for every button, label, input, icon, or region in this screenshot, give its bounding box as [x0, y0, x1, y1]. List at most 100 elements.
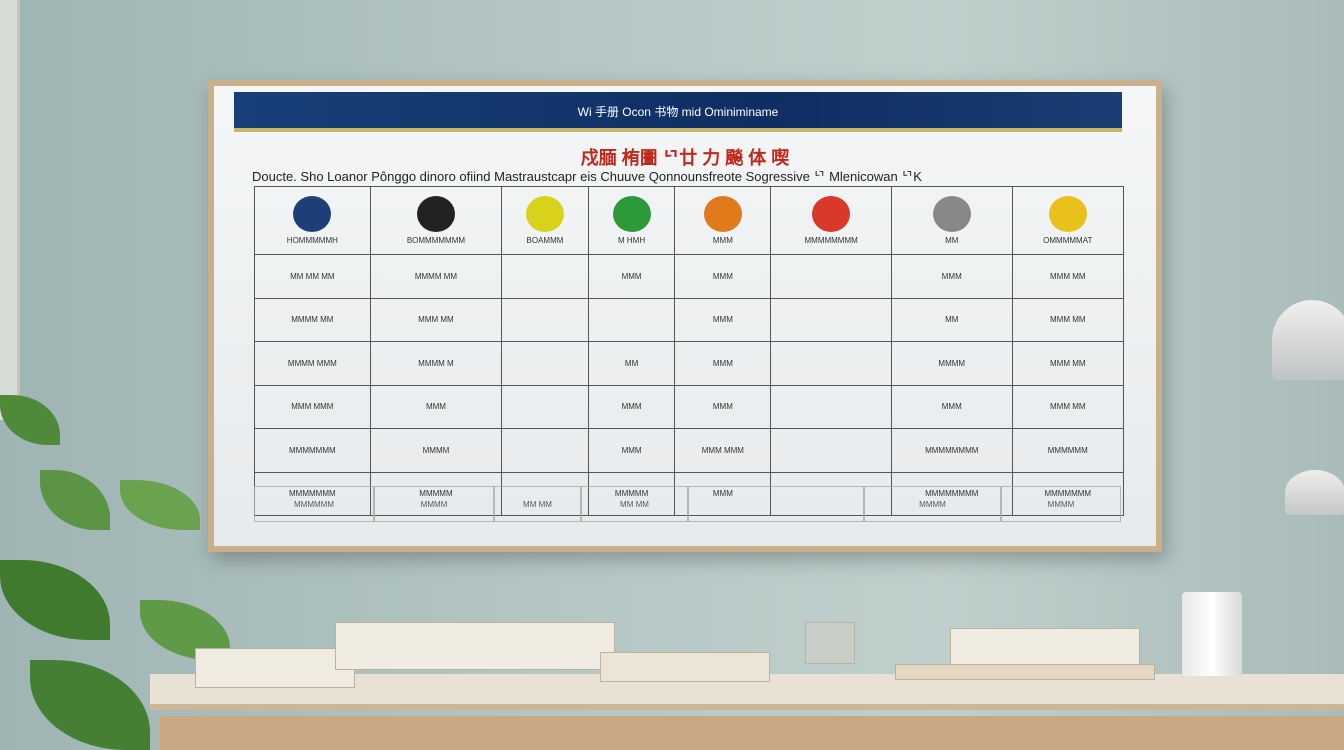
column-label: M HMH	[618, 236, 646, 245]
table-cell: MMM MM	[1011, 341, 1125, 386]
column-header: OMMMMMAT	[1011, 186, 1125, 255]
table-cell: MMM	[890, 384, 1013, 429]
table-cell	[770, 341, 892, 386]
table-row: MMMMMMM MMMMM MMMMM MMM MMMMMMMM MMMMMMM	[254, 471, 1125, 516]
comparison-table: HOMMMMMH BOMMMMMMM BOAMMM M HMH MMM MMMMMMMM M…	[254, 186, 1125, 516]
table-cell: MMMMMMM	[1011, 471, 1125, 516]
plant-leaf	[40, 470, 110, 530]
desk-front	[160, 716, 1344, 750]
footer-cell: MMMM	[1001, 486, 1121, 522]
board-subtitle: Doucte. Sho Loanor Pônggo dinoro ofiind …	[252, 169, 922, 184]
table-row: MMMMMMM MMMM MMM MMM MMM MMMMMMMM MMMMMM	[254, 428, 1125, 473]
table-cell: MMM MMM	[674, 428, 772, 473]
table-cell: MMMMM	[587, 471, 676, 516]
table-cell: MM	[890, 297, 1013, 342]
table-cell	[501, 341, 589, 386]
desk-lamp	[1285, 470, 1344, 515]
table-cell: MMM	[674, 471, 772, 516]
column-label: OMMMMMAT	[1043, 236, 1093, 245]
brand-logo-icon	[703, 196, 742, 232]
table-cell: MMM MM	[369, 297, 503, 342]
table-cell: MMMMMMMM	[890, 471, 1013, 516]
column-header: MM	[890, 186, 1013, 255]
brand-logo-icon	[932, 196, 971, 232]
notebook	[895, 664, 1155, 680]
brand-logo-icon	[812, 196, 851, 232]
plant-leaf	[0, 560, 110, 640]
table-row: MMMM MMM MMMM M MM MMM MMMM MMM MM	[254, 341, 1125, 386]
book-stack	[195, 648, 355, 688]
table-cell: MMM MM	[1011, 384, 1125, 429]
brand-logo-icon	[612, 196, 651, 232]
table-cell	[501, 428, 589, 473]
table-cell	[770, 297, 892, 342]
table-cell: MMMMMM	[1011, 428, 1125, 473]
table-row: MMM MMM MMM MMM MMM MMM MMM MM	[254, 384, 1125, 429]
column-header: BOAMMM	[501, 186, 589, 255]
pen-holder	[805, 622, 855, 664]
table-cell: MMM	[674, 341, 772, 386]
column-label: MMM	[712, 236, 733, 245]
table-cell: MMM MM	[1011, 254, 1125, 299]
wall-panel-edge	[0, 0, 20, 420]
open-book	[600, 652, 770, 682]
table-cell	[501, 384, 589, 429]
mug	[1182, 592, 1242, 676]
column-header: MMM	[674, 186, 772, 255]
table-cell	[501, 471, 589, 516]
wall-lamp	[1272, 300, 1344, 380]
footer-cell	[688, 486, 864, 522]
table-cell: MMM	[587, 384, 676, 429]
table-cell	[770, 471, 892, 516]
table-cell	[501, 297, 589, 342]
chart-board: Wi 手册 Ocon 书物 mid Ominiminame 戍腼 栯圕 ᄓ廿 力…	[214, 86, 1156, 546]
table-cell: MM MM MM	[254, 254, 371, 299]
table-cell: MMM	[369, 384, 503, 429]
table-cell: MMMM	[890, 341, 1013, 386]
brand-logo-icon	[525, 196, 564, 232]
table-cell: MMMM	[369, 428, 503, 473]
table-cell: MMMMMMM	[254, 428, 371, 473]
table-cell: MM	[587, 341, 676, 386]
table-cell: MMM	[587, 254, 676, 299]
table-cell	[770, 428, 892, 473]
brand-logo-icon	[1048, 196, 1087, 232]
table-cell: MMM	[587, 428, 676, 473]
table-cell	[587, 297, 676, 342]
table-cell	[501, 254, 589, 299]
book-stack	[335, 622, 615, 670]
column-label: MM	[945, 236, 959, 245]
column-header: M HMH	[587, 186, 676, 255]
table-cell: MMMMMMM	[254, 471, 371, 516]
table-cell: MMMM MMM	[254, 341, 371, 386]
footer-cell: MMMMMM	[254, 486, 374, 522]
table-cell: MMM	[674, 297, 772, 342]
table-cell	[770, 254, 892, 299]
footer-cell: MMMM	[864, 486, 1001, 522]
table-cell: MMMMMMMM	[890, 428, 1013, 473]
brand-logo-icon	[293, 196, 332, 232]
brand-logo-icon	[416, 196, 455, 232]
board-title: 戍腼 栯圕 ᄓ廿 力 飈 体 喫	[580, 148, 790, 168]
table-cell: MMM	[674, 254, 772, 299]
board-banner: Wi 手册 Ocon 书物 mid Ominiminame	[234, 92, 1122, 132]
table-cell: MMM	[674, 384, 772, 429]
column-header: HOMMMMMH	[254, 186, 371, 255]
table-row: MM MM MM MMMM MM MMM MMM MMM MMM MM	[254, 254, 1125, 299]
book-stack	[950, 628, 1140, 668]
plant-leaf	[0, 395, 60, 445]
plant-leaf	[120, 480, 200, 530]
footer-cell: MMMM	[374, 486, 494, 522]
table-row: MMMM MM MMM MM MMM MM MMM MM	[254, 297, 1125, 342]
table-cell: MMMM M	[369, 341, 503, 386]
table-cell: MMM	[890, 254, 1013, 299]
footer-cell: MM MM	[494, 486, 581, 522]
footer-cell: MM MM	[581, 486, 688, 522]
table-cell: MMMM MM	[369, 254, 503, 299]
column-header: BOMMMMMMM	[369, 186, 503, 255]
column-label: MMMMMMMM	[804, 236, 858, 245]
table-cell: MMMM MM	[254, 297, 371, 342]
picture-frame: Wi 手册 Ocon 书物 mid Ominiminame 戍腼 栯圕 ᄓ廿 力…	[208, 80, 1162, 552]
column-header: MMMMMMMM	[770, 186, 892, 255]
